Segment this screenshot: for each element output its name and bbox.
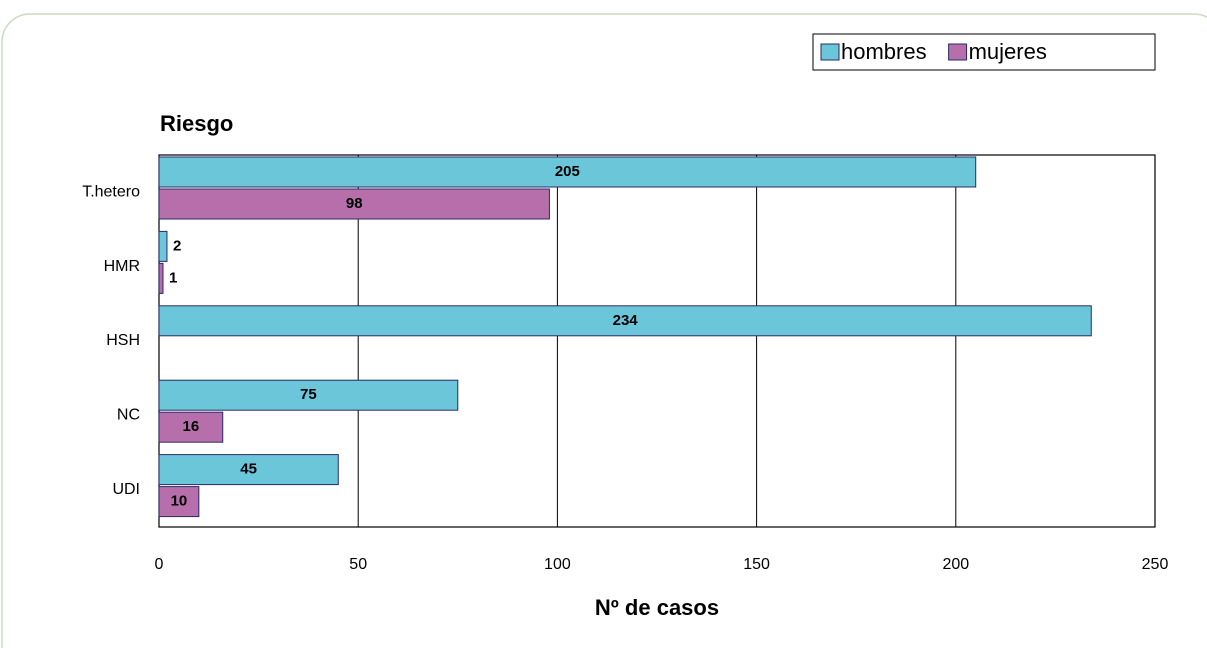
data-label: 16 bbox=[183, 418, 200, 435]
data-label: 205 bbox=[555, 163, 580, 180]
legend-box bbox=[812, 33, 1156, 71]
bar bbox=[158, 454, 339, 486]
bar bbox=[158, 486, 200, 518]
y-tick-label: HSH bbox=[106, 332, 140, 349]
legend-label: hombres bbox=[841, 39, 927, 64]
x-tick-label: 150 bbox=[743, 556, 770, 573]
legend-swatch bbox=[948, 43, 968, 61]
x-tick-label: 100 bbox=[544, 556, 571, 573]
x-axis-label: Nº de casos bbox=[595, 595, 719, 620]
bar bbox=[158, 379, 459, 411]
y-tick-label: UDI bbox=[112, 481, 140, 498]
data-label: 2 bbox=[173, 237, 181, 254]
data-label: 98 bbox=[346, 195, 363, 212]
legend-swatch bbox=[820, 43, 840, 61]
data-label: 45 bbox=[240, 461, 257, 478]
y-tick-label: NC bbox=[117, 407, 140, 424]
legend-label: mujeres bbox=[969, 39, 1047, 64]
bar bbox=[158, 411, 224, 443]
bar bbox=[158, 262, 164, 294]
y-tick-label: HMR bbox=[104, 258, 140, 275]
y-tick-label: T.hetero bbox=[82, 183, 140, 200]
x-tick-label: 0 bbox=[155, 556, 164, 573]
bar bbox=[158, 188, 550, 220]
bar bbox=[158, 305, 1092, 337]
bar bbox=[158, 156, 977, 188]
data-label: 1 bbox=[169, 269, 177, 286]
x-tick-label: 200 bbox=[942, 556, 969, 573]
data-label: 10 bbox=[171, 493, 188, 510]
data-label: 234 bbox=[613, 312, 639, 329]
plot-border bbox=[158, 154, 1156, 528]
chart-title: Riesgo bbox=[160, 111, 233, 136]
x-tick-label: 250 bbox=[1142, 556, 1169, 573]
x-tick-label: 50 bbox=[349, 556, 367, 573]
data-label: 75 bbox=[300, 386, 317, 403]
bar bbox=[158, 230, 168, 262]
